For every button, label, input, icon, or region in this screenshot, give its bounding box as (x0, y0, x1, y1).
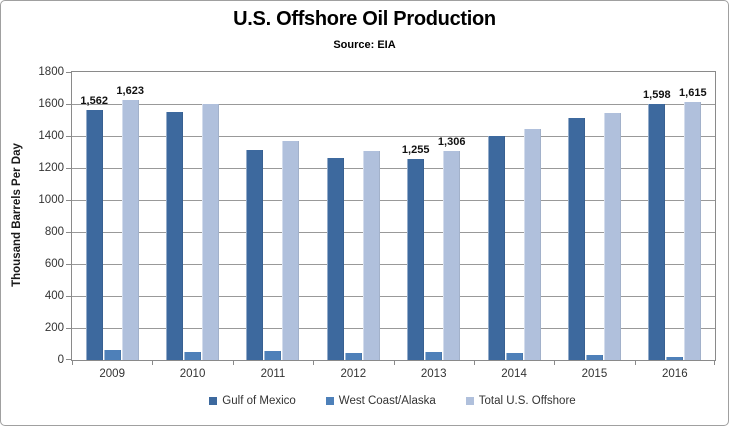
data-label: 1,306 (437, 136, 466, 148)
gridline (72, 168, 715, 169)
x-axis-tick (635, 360, 636, 365)
bar-west-coast-alaska (103, 350, 121, 360)
chart-subtitle: Source: EIA (333, 39, 396, 51)
bar-total-u-s-offshore (282, 141, 300, 360)
bar-total-u-s-offshore: 1,615 (679, 87, 707, 360)
x-axis-tick (394, 360, 395, 365)
bar-west-coast-alaska (425, 352, 443, 360)
x-tick-label: 2015 (581, 368, 608, 380)
bar-group (313, 72, 393, 360)
gridline (72, 136, 715, 137)
y-axis-tick (66, 359, 72, 360)
x-axis-tick (714, 360, 715, 365)
y-axis-tick (66, 72, 72, 73)
bar-west-coast-alaska (264, 351, 282, 360)
bar-group (474, 72, 554, 360)
bar-gulf-of-mexico: 1,255 (402, 144, 429, 360)
bar-group (233, 72, 313, 360)
bar-west-coast-alaska (344, 353, 362, 360)
x-tick-label: 2013 (420, 368, 447, 380)
y-tick-label: 400 (44, 290, 64, 302)
x-tick-label: 2009 (99, 368, 125, 380)
gridline (72, 328, 715, 329)
y-tick-label: 800 (44, 226, 64, 238)
x-tick-label: 2012 (340, 368, 367, 380)
legend-swatch (465, 397, 474, 405)
x-axis-tick (152, 360, 153, 365)
bar-group: 1,255 1,306 (394, 72, 474, 360)
bar-total-u-s-offshore (523, 129, 541, 360)
y-tick-label: 1000 (38, 194, 64, 206)
y-axis-tick (66, 104, 72, 105)
data-label: 1,255 (401, 144, 430, 156)
legend-item-total-u-s-offshore: Total U.S. Offshore (465, 395, 576, 407)
y-axis-tick (66, 232, 72, 233)
x-axis-tick (313, 360, 314, 365)
bar-gulf-of-mexico (246, 150, 264, 360)
bar-west-coast-alaska (666, 357, 684, 360)
y-axis-tick (66, 136, 72, 137)
x-axis-tick (474, 360, 475, 365)
y-tick-label: 1400 (38, 130, 64, 142)
x-axis-tick (554, 360, 555, 365)
legend-item-west-coast-alaska: West Coast/Alaska (325, 395, 436, 407)
gridline (72, 104, 715, 105)
bar-gulf-of-mexico (166, 112, 184, 360)
bar-west-coast-alaska (585, 355, 603, 360)
bar-total-u-s-offshore (202, 104, 220, 360)
legend-label: Total U.S. Offshore (478, 395, 576, 407)
bar-group (152, 72, 232, 360)
data-label: 1,615 (679, 87, 707, 99)
bar-total-u-s-offshore: 1,623 (116, 85, 144, 360)
x-axis-tick (233, 360, 234, 365)
y-axis-tick (66, 264, 72, 265)
y-tick-label: 0 (57, 354, 64, 366)
plot-area: 0 200 400 600 800 1000 1200 1400 1600 1800 1,562 1,… (38, 66, 716, 380)
gridline (72, 232, 715, 233)
x-tick-label: 2010 (179, 368, 206, 380)
bar-total-u-s-offshore: 1,306 (438, 136, 465, 360)
bar-group: 1,598 1,615 (635, 72, 715, 360)
y-axis-tick (66, 328, 72, 329)
data-label: 1,598 (643, 89, 671, 101)
y-axis-tick (66, 200, 72, 201)
bar-group: 1,562 1,623 (72, 72, 152, 360)
x-tick-label: 2014 (501, 368, 527, 380)
bar-gulf-of-mexico: 1,562 (80, 95, 108, 360)
y-tick-label: 1600 (38, 98, 64, 110)
bar-gulf-of-mexico (567, 118, 585, 360)
bar-gulf-of-mexico: 1,598 (643, 89, 671, 360)
bar-gulf-of-mexico (487, 136, 505, 360)
y-tick-label: 1200 (38, 162, 64, 174)
bar-gulf-of-mexico (326, 158, 344, 360)
data-label: 1,623 (116, 85, 144, 97)
chart-title: U.S. Offshore Oil Production (233, 8, 496, 30)
legend-label: Gulf of Mexico (222, 395, 296, 407)
y-tick-label: 600 (44, 258, 64, 270)
legend-swatch (209, 397, 218, 405)
gridline (72, 264, 715, 265)
bar-west-coast-alaska (184, 352, 202, 360)
gridline (72, 296, 715, 297)
y-axis-tick (66, 168, 72, 169)
x-tick-label: 2016 (662, 368, 688, 380)
y-axis-tick (66, 296, 72, 297)
x-tick-label: 2011 (260, 368, 286, 380)
bar-total-u-s-offshore (362, 151, 380, 360)
bar-west-coast-alaska (505, 353, 523, 360)
y-tick-label: 1800 (38, 66, 64, 78)
y-tick-label: 200 (44, 322, 64, 334)
legend-label: West Coast/Alaska (338, 395, 436, 407)
x-axis-tick (72, 360, 73, 365)
legend-item-gulf-of-mexico: Gulf of Mexico (209, 395, 296, 407)
data-label: 1,562 (80, 95, 108, 107)
legend: Gulf of Mexico West Coast/Alaska Total U.S… (71, 395, 714, 407)
gridline (72, 200, 715, 201)
legend-swatch (325, 397, 334, 405)
bar-total-u-s-offshore (603, 113, 621, 360)
bar-group (554, 72, 634, 360)
